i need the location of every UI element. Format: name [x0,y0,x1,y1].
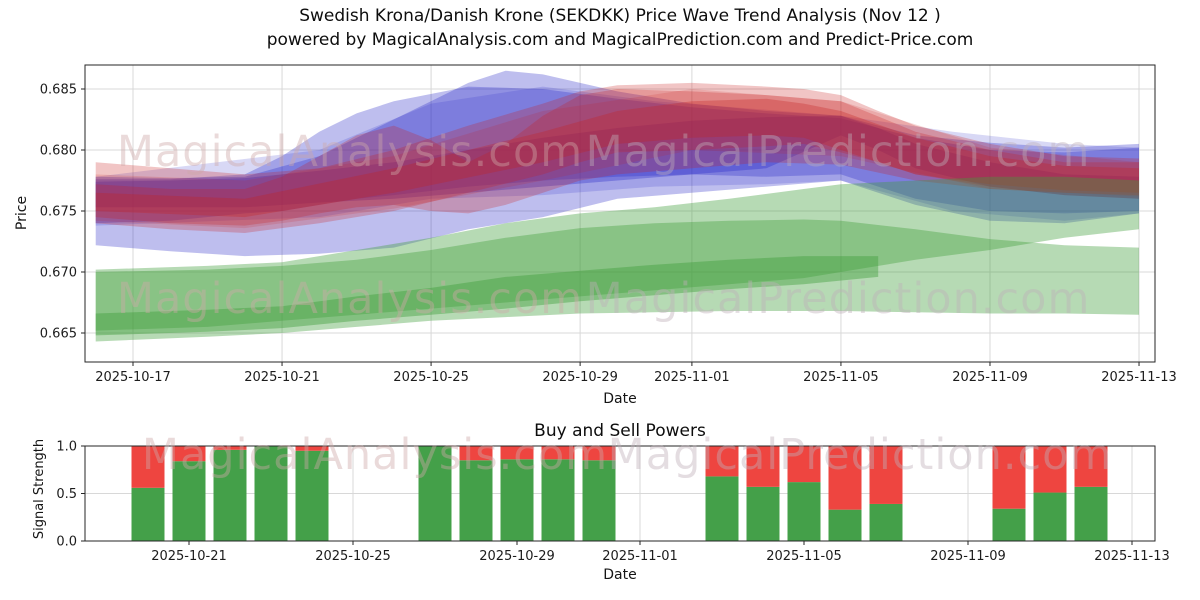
top-xtick-label-2025-10-17: 2025-10-17 [95,370,171,385]
bot-xtick-label-2025-10-21: 2025-10-21 [151,549,227,564]
top-ytick-label-0.665: 0.665 [40,327,77,342]
price-wave-bands [95,70,1140,342]
bot-ytick-label-0.0: 0.0 [56,535,77,550]
band-blue-wave-1 [95,70,1140,257]
top-xtick-label-2025-10-25: 2025-10-25 [393,370,469,385]
bar-buy-2025-10-23 [254,446,288,541]
bot-ytick-label-0.5: 0.5 [56,487,77,502]
bar-buy-2025-11-10 [992,508,1026,541]
price-axis-label: Price [14,195,30,231]
bar-buy-2025-10-29 [500,459,534,541]
band-blue-wave-3 [95,115,1140,208]
band-green-wave-upper [95,176,1140,331]
top-date-axis-label: Date [603,391,637,407]
bot-ytick-label-1.0: 1.0 [56,440,77,455]
bar-buy-2025-10-24 [295,450,329,541]
band-blue-wave-4 [95,86,1140,226]
figure-subtitle: powered by MagicalAnalysis.com and Magic… [266,30,974,50]
bot-xtick-label-2025-10-25: 2025-10-25 [315,549,391,564]
top-xtick-label-2025-11-13: 2025-11-13 [1101,370,1177,385]
band-red-wave-4 [95,89,1140,229]
top-ytick-label-0.680: 0.680 [40,144,77,159]
top-xtick-label-2025-11-01: 2025-11-01 [654,370,730,385]
bar-sell-2025-11-04 [746,446,780,487]
bot-xtick-label-2025-11-09: 2025-11-09 [930,549,1006,564]
band-red-wave-3 [95,98,1140,218]
top-ytick-label-0.675: 0.675 [40,205,77,220]
bar-buy-2025-10-28 [459,460,493,541]
bar-buy-2025-10-21 [172,461,206,541]
watermark-analysis-top-left: MagicalAnalysis.com [116,127,584,177]
bar-sell-2025-11-07 [869,446,903,504]
bar-buy-2025-10-27 [418,446,452,541]
figure-title: Swedish Krona/Danish Krone (SEKDKK) Pric… [299,6,941,26]
bar-buy-2025-11-04 [746,486,780,541]
top-xtick-label-2025-10-29: 2025-10-29 [542,370,618,385]
bar-sell-2025-11-06 [828,446,862,510]
bar-buy-2025-11-07 [869,503,903,541]
bar-sell-2025-11-11 [1033,446,1067,493]
watermark-prediction-mid-right: MagicalPrediction.com [585,274,1091,324]
bot-xtick-label-2025-11-13: 2025-11-13 [1094,549,1170,564]
bar-sell-2025-10-31 [582,446,616,461]
bar-buy-2025-11-11 [1033,492,1067,541]
bot-xtick-label-2025-11-01: 2025-11-01 [602,549,678,564]
bar-sell-2025-11-10 [992,446,1026,509]
watermark-analysis-mid-left: MagicalAnalysis.com [116,274,584,324]
top-xtick-label-2025-11-05: 2025-11-05 [803,370,879,385]
band-green-wave-lower [95,219,1140,342]
bar-buy-2025-11-06 [828,509,862,541]
bar-sell-2025-10-22 [213,446,247,450]
watermark-analysis-bottom-left: MagicalAnalysis.com [141,430,609,480]
top-ytick-label-0.670: 0.670 [40,266,77,281]
bar-sell-2025-11-05 [787,446,821,483]
top-plot-border [84,64,1156,363]
band-green-wave-core [95,256,879,336]
bar-sell-2025-10-21 [172,446,206,462]
bar-buy-2025-11-12 [1074,486,1108,541]
signal-strength-axis-label: Signal Strength [32,438,47,540]
band-red-wave-2 [95,89,1140,226]
bottom-chart-title: Buy and Sell Powers [534,421,706,441]
price-chart [81,64,1156,366]
bar-sell-2025-10-30 [541,446,575,460]
bot-xtick-label-2025-10-29: 2025-10-29 [479,549,555,564]
bot-xtick-label-2025-11-05: 2025-11-05 [766,549,842,564]
watermark-prediction-top-right: MagicalPrediction.com [585,127,1091,177]
top-ytick-label-0.685: 0.685 [40,83,77,98]
bar-buy-2025-10-31 [582,460,616,541]
bar-buy-2025-10-22 [213,449,247,541]
bar-sell-2025-10-20 [131,446,165,488]
bar-buy-2025-11-05 [787,482,821,541]
top-xtick-label-2025-11-09: 2025-11-09 [952,370,1028,385]
bar-buy-2025-11-03 [705,476,739,541]
top-xtick-label-2025-10-21: 2025-10-21 [244,370,320,385]
bar-sell-2025-11-03 [705,446,739,477]
bar-buy-2025-10-30 [541,459,575,541]
band-blue-wave-2 [95,86,1140,224]
bar-sell-2025-10-24 [295,446,329,451]
bar-sell-2025-11-12 [1074,446,1108,487]
band-red-wave-1 [95,82,1140,234]
bottom-date-axis-label: Date [603,567,637,583]
buy-sell-chart [81,445,1156,545]
bar-sell-2025-10-29 [500,446,534,460]
watermark-prediction-bottom-right: MagicalPrediction.com [607,430,1113,480]
bar-sell-2025-10-28 [459,446,493,461]
bar-buy-2025-10-20 [131,487,165,541]
